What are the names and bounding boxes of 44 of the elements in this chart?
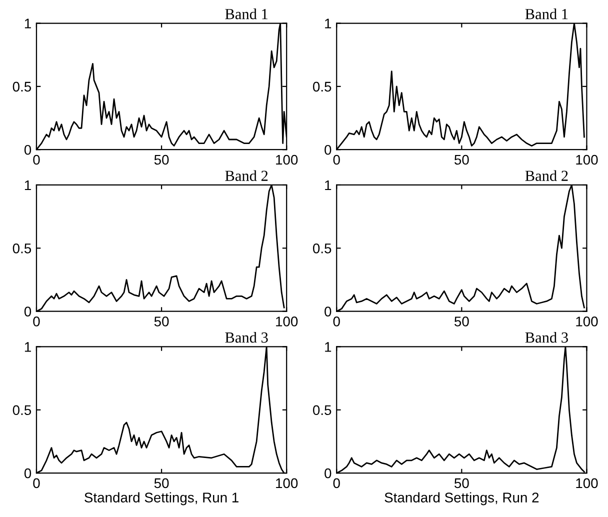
x-tick-label: 100 bbox=[576, 154, 598, 165]
y-tick-label: 0.5 bbox=[12, 82, 32, 92]
y-tick-label: 0 bbox=[324, 468, 332, 478]
x-tick-label: 100 bbox=[276, 316, 298, 326]
y-tick-label: 1 bbox=[24, 342, 31, 352]
x-tick-label: 0 bbox=[333, 316, 340, 326]
y-tick-label: 0 bbox=[324, 306, 332, 316]
x-tick-label: 0 bbox=[33, 316, 40, 326]
x-tick-label: 50 bbox=[454, 478, 469, 488]
chart-title: Band 2 bbox=[225, 170, 268, 181]
x-tick-label: 100 bbox=[576, 478, 598, 488]
x-tick-label: 100 bbox=[276, 478, 298, 488]
y-tick-label: 0.5 bbox=[12, 243, 32, 254]
x-tick-label: 50 bbox=[454, 154, 469, 165]
x-tick-label: 0 bbox=[33, 478, 40, 488]
y-tick-label: 1 bbox=[325, 18, 332, 28]
y-tick-label: 1 bbox=[325, 342, 332, 352]
y-tick-label: 0 bbox=[324, 144, 332, 155]
x-tick-label: 50 bbox=[154, 478, 169, 488]
x-axis-title: Standard Settings, Run 2 bbox=[384, 492, 539, 506]
x-tick-label: 0 bbox=[33, 154, 40, 165]
chart-title: Band 1 bbox=[525, 8, 568, 20]
chart-title: Band 2 bbox=[525, 170, 568, 181]
x-tick-label: 50 bbox=[454, 316, 469, 326]
chart-title: Band 3 bbox=[225, 332, 268, 343]
x-tick-label: 100 bbox=[576, 316, 598, 326]
y-tick-label: 0.5 bbox=[312, 243, 332, 254]
y-tick-label: 0.5 bbox=[312, 82, 332, 92]
y-tick-label: 0.5 bbox=[312, 405, 332, 416]
y-tick-label: 0 bbox=[24, 144, 32, 155]
y-tick-label: 0.5 bbox=[12, 405, 32, 416]
chart-title: Band 3 bbox=[525, 332, 568, 343]
x-tick-label: 50 bbox=[154, 316, 169, 326]
x-tick-label: 0 bbox=[333, 154, 340, 165]
x-axis-title: Standard Settings, Run 1 bbox=[84, 492, 238, 506]
y-tick-label: 1 bbox=[325, 180, 332, 190]
y-tick-label: 1 bbox=[24, 180, 31, 190]
x-tick-label: 50 bbox=[154, 154, 169, 165]
chart-title: Band 1 bbox=[225, 8, 268, 20]
y-tick-label: 1 bbox=[24, 18, 31, 28]
y-tick-label: 0 bbox=[24, 306, 32, 316]
x-tick-label: 100 bbox=[276, 154, 298, 165]
x-tick-label: 0 bbox=[333, 478, 340, 488]
y-tick-label: 0 bbox=[24, 468, 32, 478]
